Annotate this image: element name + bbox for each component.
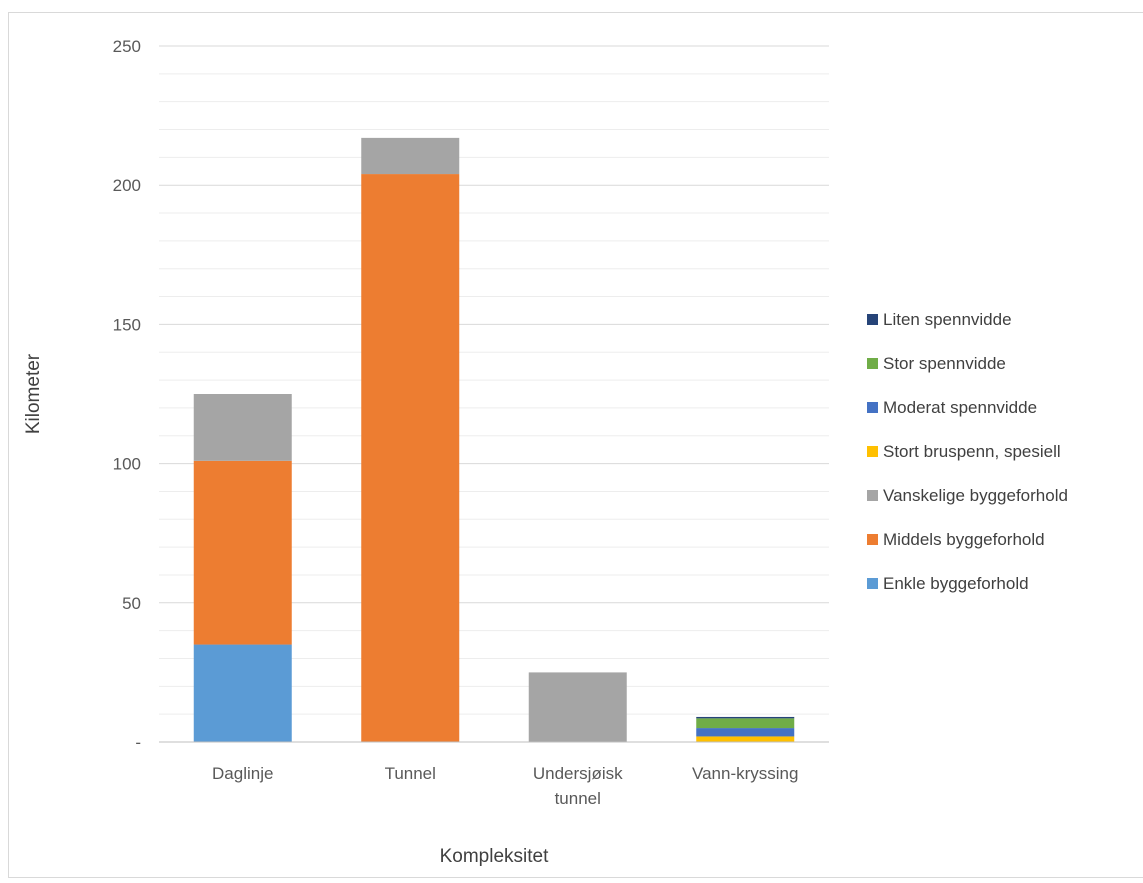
legend-label: Moderat spennvidde — [883, 398, 1037, 417]
y-tick-label: 200 — [113, 176, 141, 195]
y-tick-label: 100 — [113, 455, 141, 474]
stacked-bar-chart: - 50 100 150 200 250 Daglinje Tunnel Undersjøis… — [23, 37, 1068, 867]
legend-swatch — [867, 358, 878, 369]
bar-segment — [528, 672, 627, 742]
chart-frame: - 50 100 150 200 250 Daglinje Tunnel Undersjøis… — [8, 12, 1143, 878]
y-tick-label: 250 — [113, 37, 141, 56]
legend-label: Middels byggeforhold — [883, 530, 1045, 549]
bar-segment — [193, 460, 292, 645]
x-axis-title: Kompleksitet — [440, 846, 549, 867]
legend-swatch — [867, 402, 878, 413]
legend-swatch — [867, 534, 878, 545]
bar-segment — [696, 718, 795, 729]
x-category-label: Vann-kryssing — [692, 764, 798, 783]
legend: Liten spennvidde Stor spennvidde Moderat s… — [867, 310, 1068, 593]
x-axis-categories: Daglinje Tunnel Undersjøisk tunnel Vann-krys… — [212, 764, 798, 808]
y-axis-title: Kilometer — [23, 353, 44, 434]
bars — [193, 137, 795, 743]
y-tick-label: 50 — [122, 594, 141, 613]
y-axis-ticks: - 50 100 150 200 250 — [113, 37, 141, 752]
bar-segment — [361, 174, 460, 743]
legend-label: Stort bruspenn, spesiell — [883, 442, 1061, 461]
y-tick-label: - — [135, 733, 141, 752]
legend-swatch — [867, 446, 878, 457]
x-category-label: Tunnel — [385, 764, 436, 783]
bar-segment — [696, 716, 795, 719]
bar-segment — [696, 736, 795, 742]
legend-label: Vanskelige byggeforhold — [883, 486, 1068, 505]
legend-swatch — [867, 314, 878, 325]
legend-label: Enkle byggeforhold — [883, 574, 1029, 593]
legend-swatch — [867, 490, 878, 501]
legend-label: Stor spennvidde — [883, 354, 1006, 373]
y-tick-label: 150 — [113, 315, 141, 334]
x-category-label: Undersjøisk tunnel — [533, 764, 623, 808]
bar-segment — [361, 137, 460, 175]
x-category-label: Daglinje — [212, 764, 273, 783]
bar-segment — [193, 644, 292, 742]
legend-swatch — [867, 578, 878, 589]
bar-segment — [696, 728, 795, 737]
legend-label: Liten spennvidde — [883, 310, 1012, 329]
bar-segment — [193, 394, 292, 461]
